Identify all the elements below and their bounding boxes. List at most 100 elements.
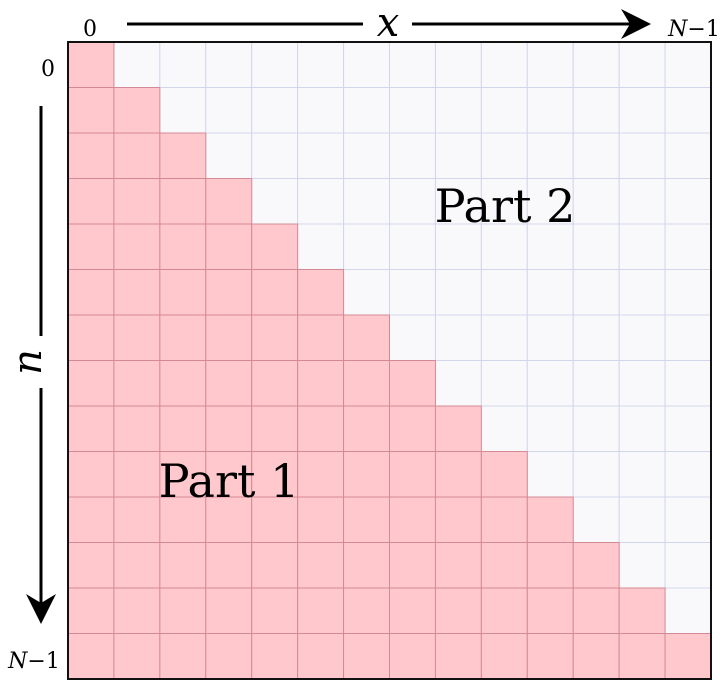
- empty-cell: [389, 223, 436, 270]
- filled-cell: [113, 269, 161, 316]
- empty-cell: [389, 41, 436, 88]
- empty-cell: [205, 87, 253, 134]
- filled-cell: [67, 269, 115, 316]
- empty-cell: [434, 41, 482, 88]
- empty-cell: [389, 178, 436, 225]
- filled-cell: [297, 360, 345, 407]
- empty-cell: [526, 405, 574, 452]
- filled-cell: [251, 405, 299, 452]
- empty-cell: [434, 132, 482, 179]
- filled-cell: [618, 633, 666, 680]
- filled-cell: [159, 451, 207, 498]
- empty-cell: [480, 41, 528, 88]
- filled-cell: [389, 451, 436, 498]
- filled-cell: [159, 542, 207, 589]
- empty-cell: [618, 542, 666, 589]
- empty-cell: [526, 269, 574, 316]
- filled-cell: [343, 633, 391, 680]
- filled-cell: [251, 633, 299, 680]
- empty-cell: [618, 41, 666, 88]
- filled-cell: [251, 314, 299, 361]
- empty-cell: [343, 223, 391, 270]
- filled-cell: [297, 542, 345, 589]
- empty-cell: [664, 223, 712, 270]
- empty-cell: [618, 178, 666, 225]
- x-axis-start-label: 0: [83, 17, 97, 42]
- filled-cell: [389, 405, 436, 452]
- filled-cell: [205, 405, 253, 452]
- empty-cell: [526, 360, 574, 407]
- y-axis-end-label-minus: −1: [27, 649, 59, 674]
- empty-cell: [434, 223, 482, 270]
- filled-cell: [113, 587, 161, 634]
- empty-cell: [572, 223, 620, 270]
- filled-cell: [389, 633, 436, 680]
- filled-cell: [159, 178, 207, 225]
- part-2-label: Part 2: [435, 179, 576, 233]
- filled-cell: [343, 587, 391, 634]
- empty-cell: [618, 269, 666, 316]
- empty-cell: [434, 269, 482, 316]
- filled-cell: [526, 496, 574, 543]
- empty-cell: [480, 314, 528, 361]
- filled-cell: [67, 41, 115, 88]
- filled-cell: [159, 405, 207, 452]
- filled-cell: [205, 178, 253, 225]
- empty-cell: [480, 269, 528, 316]
- empty-cell: [297, 223, 345, 270]
- empty-cell: [664, 451, 712, 498]
- empty-cell: [389, 132, 436, 179]
- filled-cell: [251, 360, 299, 407]
- filled-cell: [205, 269, 253, 316]
- empty-cell: [434, 314, 482, 361]
- filled-cell: [389, 360, 436, 407]
- empty-cell: [664, 405, 712, 452]
- filled-cell: [572, 542, 620, 589]
- empty-cell: [618, 132, 666, 179]
- filled-cell: [205, 496, 253, 543]
- filled-cell: [159, 269, 207, 316]
- filled-cell: [113, 314, 161, 361]
- empty-cell: [480, 405, 528, 452]
- filled-cell: [205, 360, 253, 407]
- filled-cell: [67, 132, 115, 179]
- empty-cell: [526, 87, 574, 134]
- filled-cell: [480, 542, 528, 589]
- svg-text:N−1: N−1: [7, 649, 60, 674]
- empty-cell: [572, 41, 620, 88]
- filled-cell: [297, 314, 345, 361]
- x-axis-end-label-minus: −1: [687, 17, 719, 42]
- empty-cell: [664, 314, 712, 361]
- filled-cell: [526, 633, 574, 680]
- filled-cell: [297, 451, 345, 498]
- filled-cell: [251, 587, 299, 634]
- filled-cell: [526, 587, 574, 634]
- empty-cell: [618, 451, 666, 498]
- empty-cell: [251, 41, 299, 88]
- filled-cell: [480, 496, 528, 543]
- filled-cell: [67, 451, 115, 498]
- filled-cell: [434, 451, 482, 498]
- empty-cell: [159, 87, 207, 134]
- empty-cell: [480, 360, 528, 407]
- filled-cell: [67, 496, 115, 543]
- filled-cell: [67, 633, 115, 680]
- filled-cell: [159, 223, 207, 270]
- empty-cell: [389, 87, 436, 134]
- empty-cell: [297, 178, 345, 225]
- empty-cell: [664, 132, 712, 179]
- filled-cell: [343, 314, 391, 361]
- empty-cell: [480, 223, 528, 270]
- x-axis-end-label: N−1: [667, 17, 720, 42]
- filled-cell: [297, 587, 345, 634]
- filled-cell: [526, 542, 574, 589]
- filled-cell: [434, 587, 482, 634]
- filled-cell: [159, 314, 207, 361]
- filled-cell: [67, 542, 115, 589]
- filled-cell: [159, 360, 207, 407]
- filled-cell: [297, 405, 345, 452]
- filled-cell: [205, 587, 253, 634]
- empty-cell: [664, 41, 712, 88]
- empty-cell: [618, 360, 666, 407]
